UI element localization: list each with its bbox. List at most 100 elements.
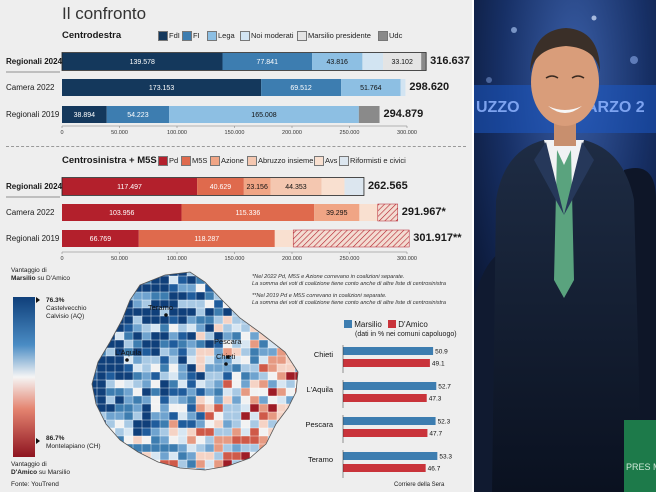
cs-tick-label: 150.000 (225, 256, 245, 262)
map-cell (159, 355, 170, 365)
map-cell (114, 467, 125, 470)
map-cell (267, 363, 278, 373)
map-cell (267, 339, 278, 349)
map-cell (177, 299, 188, 309)
map-cell (105, 403, 116, 413)
map-cell (231, 395, 242, 405)
map-cell (204, 371, 215, 381)
map-cell (267, 355, 278, 365)
map-cell (186, 459, 197, 469)
map-cell (213, 307, 224, 317)
cs-bar-segment (321, 178, 345, 195)
map-cell (267, 323, 278, 333)
map-cell (213, 467, 224, 470)
marsilio-swatch (344, 320, 352, 328)
source-label: Fonte: YouTrend (11, 481, 59, 488)
scale-bottom-place: Montelapiano (CH) (46, 443, 101, 450)
map-cell (267, 403, 278, 413)
map-cell (258, 275, 269, 285)
scale-top-pct: 76.3% (46, 297, 65, 304)
map-cell (267, 371, 278, 381)
map-cell (177, 347, 188, 357)
map-cell (222, 435, 233, 445)
map-cell (213, 323, 224, 333)
cs-legend-swatch (247, 156, 257, 166)
map-cell (177, 355, 188, 365)
map-cell (186, 315, 197, 325)
map-cell (92, 451, 98, 461)
map-cell (204, 272, 215, 277)
map-cell (114, 459, 125, 469)
map-cell (231, 363, 242, 373)
map-cell (186, 355, 197, 365)
cs-row-total: 291.967* (401, 206, 446, 218)
map-cell (159, 315, 170, 325)
map-cell (114, 272, 125, 277)
map-cell (285, 379, 296, 389)
map-cell (294, 355, 298, 365)
map-cell (105, 283, 116, 293)
map-cell (240, 272, 251, 277)
map-cell (159, 419, 170, 429)
map-cell (249, 331, 260, 341)
map-cell (267, 275, 278, 285)
map-cell (141, 427, 152, 437)
map-cell (204, 403, 215, 413)
map-cell (132, 403, 143, 413)
map-cell (123, 395, 134, 405)
cs-bar-value: 115.336 (235, 210, 260, 217)
map-cell (96, 395, 107, 405)
map-cell (249, 291, 260, 301)
map-cell (276, 371, 287, 381)
map-cell (96, 363, 107, 373)
map-cell (177, 331, 188, 341)
cd-bar-segment (62, 106, 107, 123)
map-cell (240, 395, 251, 405)
map-cell (231, 419, 242, 429)
map-cell (249, 307, 260, 317)
map-cell (141, 283, 152, 293)
map-cell (96, 411, 107, 421)
map-cell (231, 379, 242, 389)
map-cell (294, 467, 298, 470)
capoluogo-bar (343, 429, 428, 437)
map-cell (132, 331, 143, 341)
map-cell (123, 272, 134, 277)
map-cell (276, 427, 287, 437)
map-cell (105, 459, 116, 469)
map-cell (276, 355, 287, 365)
capoluoghi-legend: Marsilio D'Amico (344, 320, 428, 329)
map-cell (105, 379, 116, 389)
cd-bar-value: 139.578 (130, 59, 155, 66)
map-cell (92, 291, 98, 301)
map-cell (159, 411, 170, 421)
map-cell (168, 403, 179, 413)
map-cell (195, 291, 206, 301)
map-cell (123, 435, 134, 445)
map-cell (186, 323, 197, 333)
cs-legend-swatch (339, 156, 349, 166)
map-cell (213, 427, 224, 437)
map-cell (105, 355, 116, 365)
map-cell (213, 419, 224, 429)
cd-tick-label: 50.000 (111, 130, 128, 136)
map-cell (285, 411, 296, 421)
cd-bar-segment (400, 79, 406, 96)
map-cell (195, 395, 206, 405)
map-cell (132, 387, 143, 397)
cd-bar-segment (62, 53, 223, 70)
map-cell (258, 323, 269, 333)
map-cell (240, 411, 251, 421)
map-cell (249, 379, 260, 389)
map-cell (186, 339, 197, 349)
map-cell (231, 323, 242, 333)
map-cell (285, 307, 296, 317)
map-cell (204, 291, 215, 301)
map-cell (240, 299, 251, 309)
map-cell (96, 291, 107, 301)
map-cell (168, 467, 179, 470)
map-cell (204, 459, 215, 469)
map-cell (276, 379, 287, 389)
map-cell (222, 283, 233, 293)
capoluogo-label: Teramo (308, 455, 333, 464)
